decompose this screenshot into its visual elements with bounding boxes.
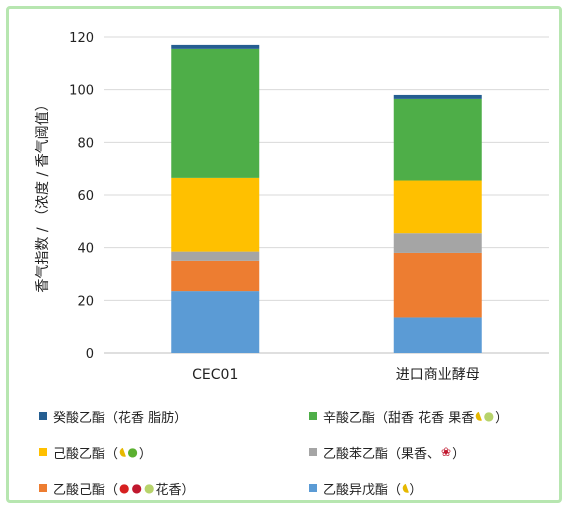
banana-icon: ◖ [473,408,484,424]
legend-note-close: ） [409,482,423,498]
bar-segment-进口商业酵母-乙酸异戊酯 [393,317,482,353]
legend-note-close: ） [495,410,509,426]
cherry-icon: ● [131,481,142,495]
bar-segment-进口商业酵母-癸酸乙酯 [393,94,482,99]
legend-label: 癸酸乙酯 [53,410,106,426]
legend-item: 癸酸乙酯 （花香 脂肪） [39,403,309,429]
legend-swatch [309,412,317,420]
legend-note-close: ） [138,446,152,462]
pear-icon: ● [483,409,495,423]
y-tick-label: 20 [77,294,94,309]
legend-note-close: 花香） [155,482,195,498]
legend-item: 己酸乙酯（◖ ●） [39,439,309,465]
legend-swatch [309,484,317,492]
y-tick-label: 40 [77,242,94,257]
bar-segment-CEC01-乙酸苯乙酯 [171,251,260,261]
apple-g-icon: ● [127,445,138,459]
legend-label: 乙酸异戊酯 [323,482,389,498]
bar-segment-CEC01-癸酸乙酯 [171,44,260,49]
banana-icon: ◖ [116,444,128,460]
apple-r-icon: ● [119,481,130,495]
legend-note: （ [105,446,119,462]
bar-segment-CEC01-辛酸乙酯 [171,48,260,178]
legend: 癸酸乙酯 （花香 脂肪） 辛酸乙酯 （甜香 花香 果香 ◖ ●）己酸乙酯（◖ ●）乙酸苯乙酯… [39,403,559,501]
legend-note: （果香、 [388,446,441,462]
y-tick-label: 120 [69,31,94,46]
bar-segment-进口商业酵母-乙酸苯乙酯 [393,233,482,253]
pear-icon: ● [144,481,155,495]
y-axis-label: 香气指数 / （浓度 / 香气阈值） [35,97,51,292]
chart-frame: 0 20 40 60 80 100 120 香气指数 / （浓度 / 香气阈值） CEC01 进口… [6,6,562,503]
legend-note: （甜香 花香 果香 [375,410,475,426]
legend-item: 辛酸乙酯 （甜香 花香 果香 ◖ ●） [309,403,559,429]
legend-item: 乙酸己酯（● ● ● 花香） [39,475,309,501]
legend-swatch [39,412,47,420]
bar-segment-进口商业酵母-辛酸乙酯 [393,98,482,181]
legend-note: （花香 脂肪） [105,410,188,426]
x-tick-label: 进口商业酵母 [396,367,480,383]
legend-label: 己酸乙酯 [53,446,106,462]
bar-segment-CEC01-乙酸异戊酯 [171,291,260,353]
x-tick-label: CEC01 [192,367,238,383]
legend-label: 乙酸己酯 [53,482,106,498]
y-tick-label: 80 [77,136,94,151]
y-tick-label: 0 [86,347,94,362]
legend-swatch [39,484,47,492]
legend-label: 辛酸乙酯 [323,410,376,426]
bar-segment-CEC01-乙酸己酯 [171,260,260,292]
legend-swatch [309,448,317,456]
legend-note: （ [388,482,402,498]
stacked-bar-chart: 0 20 40 60 80 100 120 香气指数 / （浓度 / 香气阈值） CEC01 进口… [35,31,549,383]
bar-segment-CEC01-己酸乙酯 [171,177,260,252]
y-tick-label: 100 [69,84,94,99]
legend-item: 乙酸苯乙酯 （果香、 ❀） [309,439,559,465]
legend-note: （ [105,482,119,498]
bar-segment-进口商业酵母-乙酸己酯 [393,252,482,318]
rose-icon: ❀ [441,445,452,459]
legend-note-close: ） [452,446,466,462]
y-tick-label: 60 [77,189,94,204]
legend-swatch [39,448,47,456]
legend-item: 乙酸异戊酯（◖） [309,475,559,501]
bar-segment-进口商业酵母-己酸乙酯 [393,180,482,234]
legend-label: 乙酸苯乙酯 [323,446,389,462]
